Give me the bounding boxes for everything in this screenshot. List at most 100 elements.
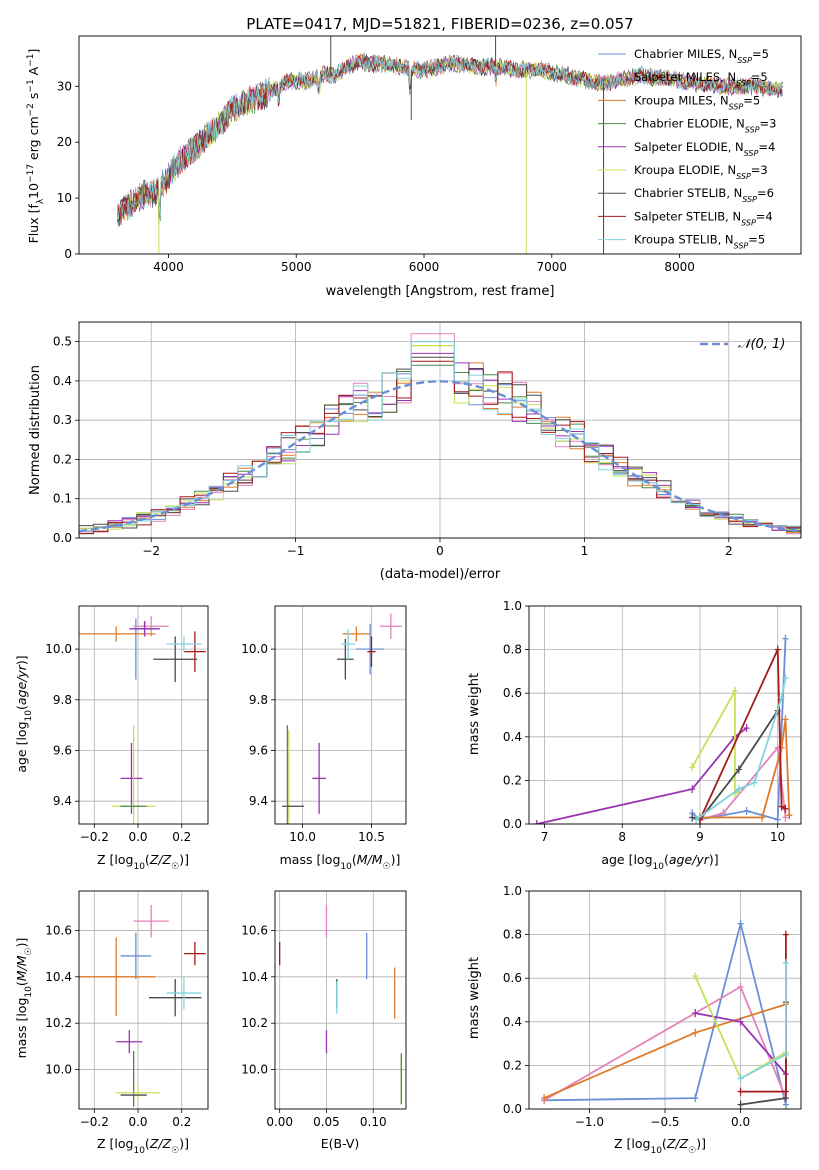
x-tick-label: 0.2 bbox=[172, 1115, 191, 1129]
mass-weight-marker bbox=[737, 919, 744, 928]
y-tick-label: 0.5 bbox=[53, 335, 72, 349]
x-tick-label: 10 bbox=[770, 830, 785, 844]
x-tick-label: 10.0 bbox=[289, 830, 316, 844]
x-tick-label: 2 bbox=[725, 544, 733, 558]
x-tick-label: −0.2 bbox=[80, 1115, 109, 1129]
x-tick-label: 0.00 bbox=[266, 1115, 293, 1129]
y-tick-label: 0.8 bbox=[503, 643, 522, 657]
legend-label-2: Salpeter MILES, NSSP=5 bbox=[634, 70, 768, 88]
mass-ebv-xlabel: E(B-V) bbox=[321, 1136, 360, 1151]
mass-weight-line-2 bbox=[543, 985, 787, 1102]
x-tick-label: 1 bbox=[581, 544, 589, 558]
x-tick-label: 7000 bbox=[537, 260, 568, 274]
mass-weight-marker bbox=[692, 972, 699, 981]
legend-label-1: Chabrier MILES, NSSP=5 bbox=[634, 47, 769, 65]
y-tick-label: 9.8 bbox=[249, 693, 268, 707]
spectrum-xlabel: wavelength [Angstrom, rest frame] bbox=[326, 284, 555, 299]
plot-area bbox=[79, 904, 206, 1107]
mass-weight-marker bbox=[737, 1017, 744, 1026]
y-tick-label: 9.4 bbox=[53, 794, 72, 808]
error-bar-point-6 bbox=[120, 742, 143, 814]
mass-weight-marker bbox=[782, 813, 789, 822]
error-bar-point-3 bbox=[342, 626, 371, 642]
error-bar-point-5 bbox=[312, 742, 327, 814]
x-tick-label: 0.0 bbox=[731, 1115, 750, 1129]
mass-weight-marker bbox=[778, 802, 785, 811]
mass-weight-marker bbox=[743, 806, 750, 815]
x-tick-label: 0.0 bbox=[128, 830, 147, 844]
y-tick-label: 10.2 bbox=[45, 1016, 72, 1030]
mass-weight-marker bbox=[737, 1074, 744, 1083]
mass-weight-marker bbox=[782, 715, 789, 724]
error-bar-point-9 bbox=[183, 631, 206, 672]
mass-weight-marker bbox=[759, 813, 766, 822]
mass-weight-vs-metallicity-panel: −1.0 −0.5 0.0 0.0 0.2 0.4 0.6 0.8 1.0 bbox=[503, 884, 802, 1129]
y-tick-label: 10.0 bbox=[45, 1063, 72, 1077]
error-bar-point-5 bbox=[129, 621, 160, 637]
plot-area bbox=[533, 634, 793, 824]
x-tick-label: −1 bbox=[287, 544, 305, 558]
mw-z-ylabel: mass weight bbox=[467, 957, 482, 1039]
y-tick-label: 0.2 bbox=[503, 773, 522, 787]
mass-weight-marker bbox=[693, 815, 700, 824]
y-tick-label: 0.0 bbox=[503, 817, 522, 831]
mass-weight-marker bbox=[782, 1050, 789, 1059]
spectrum-legend: Chabrier MILES, NSSP=5 Salpeter MILES, NS… bbox=[598, 47, 776, 250]
error-bar-point-3 bbox=[79, 626, 156, 642]
y-tick-label: 9.6 bbox=[53, 743, 72, 757]
error-bar-point-9 bbox=[341, 628, 355, 660]
x-tick-label: 8 bbox=[618, 830, 626, 844]
y-tick-label: 10.0 bbox=[241, 642, 268, 656]
y-tick-label: 0.4 bbox=[53, 374, 72, 388]
error-bar-point-10 bbox=[166, 636, 202, 652]
residuals-xlabel: (data-model)/error bbox=[380, 567, 501, 582]
error-bar-point-8 bbox=[183, 942, 206, 966]
mass-weight-marker bbox=[533, 820, 540, 824]
legend-label-8: Salpeter STELIB, NSSP=4 bbox=[634, 209, 773, 227]
spectrum-title: PLATE=0417, MJD=51821, FIBERID=0236, z=0… bbox=[246, 15, 633, 33]
error-bar-point-2 bbox=[133, 904, 169, 938]
mass-weight-line-1 bbox=[544, 923, 787, 1105]
x-tick-label: 6000 bbox=[409, 260, 440, 274]
mass-weight-marker bbox=[782, 673, 789, 682]
y-tick-label: 10.4 bbox=[45, 970, 72, 984]
y-tick-label: 0.6 bbox=[503, 686, 522, 700]
y-tick-label: 0.2 bbox=[53, 452, 72, 466]
y-tick-label: 1.0 bbox=[503, 884, 522, 898]
mass-vs-metallicity-panel: −0.2 0.0 0.2 10.0 10.2 10.4 10.6 bbox=[45, 890, 209, 1129]
mass-weight-marker bbox=[782, 634, 789, 643]
x-tick-label: 9 bbox=[696, 830, 704, 844]
x-tick-label: 7 bbox=[541, 830, 549, 844]
axes-frame bbox=[78, 890, 209, 1110]
x-tick-label: 8000 bbox=[664, 260, 695, 274]
y-tick-label: 1.0 bbox=[503, 599, 522, 613]
y-tick-label: 0.6 bbox=[503, 971, 522, 985]
plot-area bbox=[79, 616, 206, 824]
x-tick-label: −0.5 bbox=[650, 1115, 679, 1129]
legend-label-5: Salpeter ELODIE, NSSP=4 bbox=[634, 140, 775, 158]
residuals-ylabel: Normed distribution bbox=[28, 365, 43, 495]
error-bar-point-1 bbox=[356, 623, 384, 675]
error-bar-point-1 bbox=[120, 932, 152, 980]
y-tick-label: 10.6 bbox=[45, 923, 72, 937]
y-tick-label: 30 bbox=[57, 79, 72, 93]
y-tick-label: 0.0 bbox=[53, 531, 72, 545]
y-tick-label: 10.6 bbox=[241, 923, 268, 937]
plot-area bbox=[117, 36, 784, 254]
mass-weight-marker bbox=[689, 785, 696, 794]
residuals-panel: −2 −1 0 1 2 0.0 0.1 0.2 0.3 0.4 0.5 𝒩(0, 1) bbox=[53, 321, 802, 558]
error-bar-point-9 bbox=[166, 976, 202, 1010]
mass-weight-marker bbox=[774, 815, 781, 824]
legend-label-6: Kroupa ELODIE, NSSP=3 bbox=[634, 163, 768, 181]
y-tick-label: 0 bbox=[64, 247, 72, 261]
mass-weight-marker bbox=[774, 645, 781, 654]
y-tick-label: 9.6 bbox=[249, 743, 268, 757]
y-tick-label: 9.8 bbox=[53, 693, 72, 707]
y-tick-label: 0.8 bbox=[503, 928, 522, 942]
x-tick-label: −1.0 bbox=[575, 1115, 604, 1129]
mass-weight-marker bbox=[689, 763, 696, 772]
y-tick-label: 0.4 bbox=[503, 1015, 522, 1029]
legend-label-9: Kroupa STELIB, NSSP=5 bbox=[634, 233, 765, 251]
x-tick-label: 4000 bbox=[153, 260, 184, 274]
